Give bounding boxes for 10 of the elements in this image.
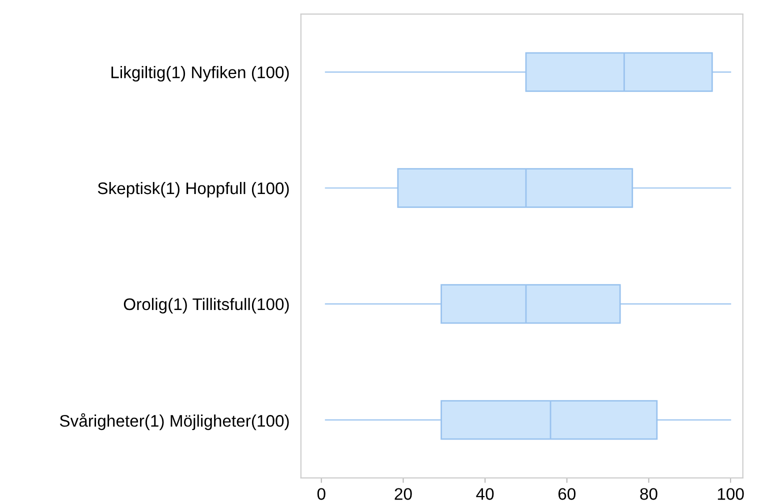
- x-tick-label: 40: [476, 488, 494, 500]
- y-tick-label: Skeptisk(1) Hoppfull (100): [98, 182, 289, 198]
- x-tick-label: 0: [317, 488, 326, 500]
- x-tick-label: 20: [394, 488, 412, 500]
- x-tick-label: 100: [718, 488, 744, 500]
- y-tick-label: Svårigheter(1) Möjligheter(100): [60, 413, 289, 430]
- x-tick-label: 80: [640, 488, 658, 500]
- y-tick-label: Orolig(1) Tillitsfull(100): [124, 298, 289, 314]
- x-tick-label: 60: [558, 488, 576, 500]
- y-tick-label: Likgiltig(1) Nyfiken (100): [111, 66, 289, 82]
